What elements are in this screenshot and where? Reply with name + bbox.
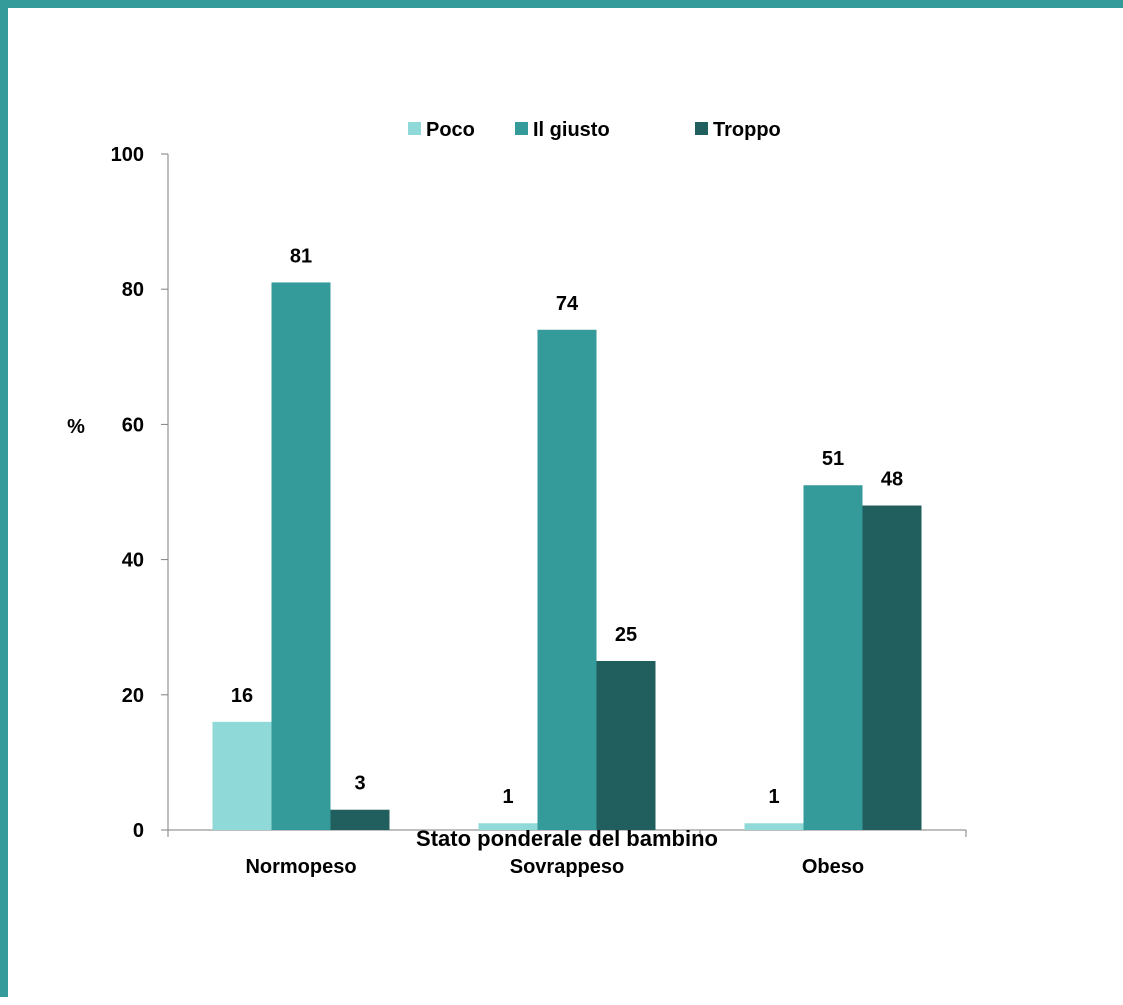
data-label: 51: [822, 448, 844, 470]
legend-swatch: [695, 122, 708, 135]
bar: [537, 329, 597, 830]
data-label: 16: [231, 685, 253, 707]
bar: [596, 661, 656, 830]
legend-swatch: [408, 122, 421, 135]
y-tick-label: 80: [122, 279, 144, 301]
y-tick-label: 0: [133, 820, 144, 842]
x-tick-label: Normopeso: [245, 856, 356, 878]
y-axis-label: %: [67, 416, 85, 438]
legend-swatch: [515, 122, 528, 135]
bar: [478, 823, 538, 830]
data-label: 1: [768, 786, 779, 808]
data-label: 48: [881, 469, 903, 491]
y-tick-label: 100: [111, 144, 144, 166]
y-axis: 0 20 40 60 80 100: [111, 144, 169, 842]
y-tick-label: 20: [122, 685, 144, 707]
bar: [212, 721, 272, 830]
legend-label: Il giusto: [533, 119, 610, 141]
bar: [862, 505, 922, 830]
data-label: 3: [354, 773, 365, 795]
bars: [212, 282, 922, 830]
legend-label: Troppo: [713, 119, 781, 141]
data-labels: 16 81 3 1 74 25 1 51 48: [231, 245, 903, 808]
legend-label: Poco: [426, 119, 475, 141]
data-label: 74: [556, 293, 579, 315]
bar: [803, 485, 863, 830]
y-tick-label: 40: [122, 550, 144, 572]
legend: Poco Il giusto Troppo: [408, 119, 781, 141]
data-label: 1: [502, 786, 513, 808]
bar-chart: Poco Il giusto Troppo 0 20 40 60 80 100 Normope…: [67, 119, 967, 878]
bar: [330, 809, 390, 830]
bar: [744, 823, 804, 830]
x-tick-label: Obeso: [802, 856, 864, 878]
data-label: 81: [290, 245, 312, 267]
x-axis-title: Stato ponderale del bambino: [416, 826, 718, 851]
x-axis: Normopeso Sovrappeso Obeso: [167, 829, 967, 878]
bar: [271, 282, 331, 830]
y-tick-label: 60: [122, 414, 144, 436]
x-tick-label: Sovrappeso: [510, 856, 624, 878]
data-label: 25: [615, 624, 637, 646]
